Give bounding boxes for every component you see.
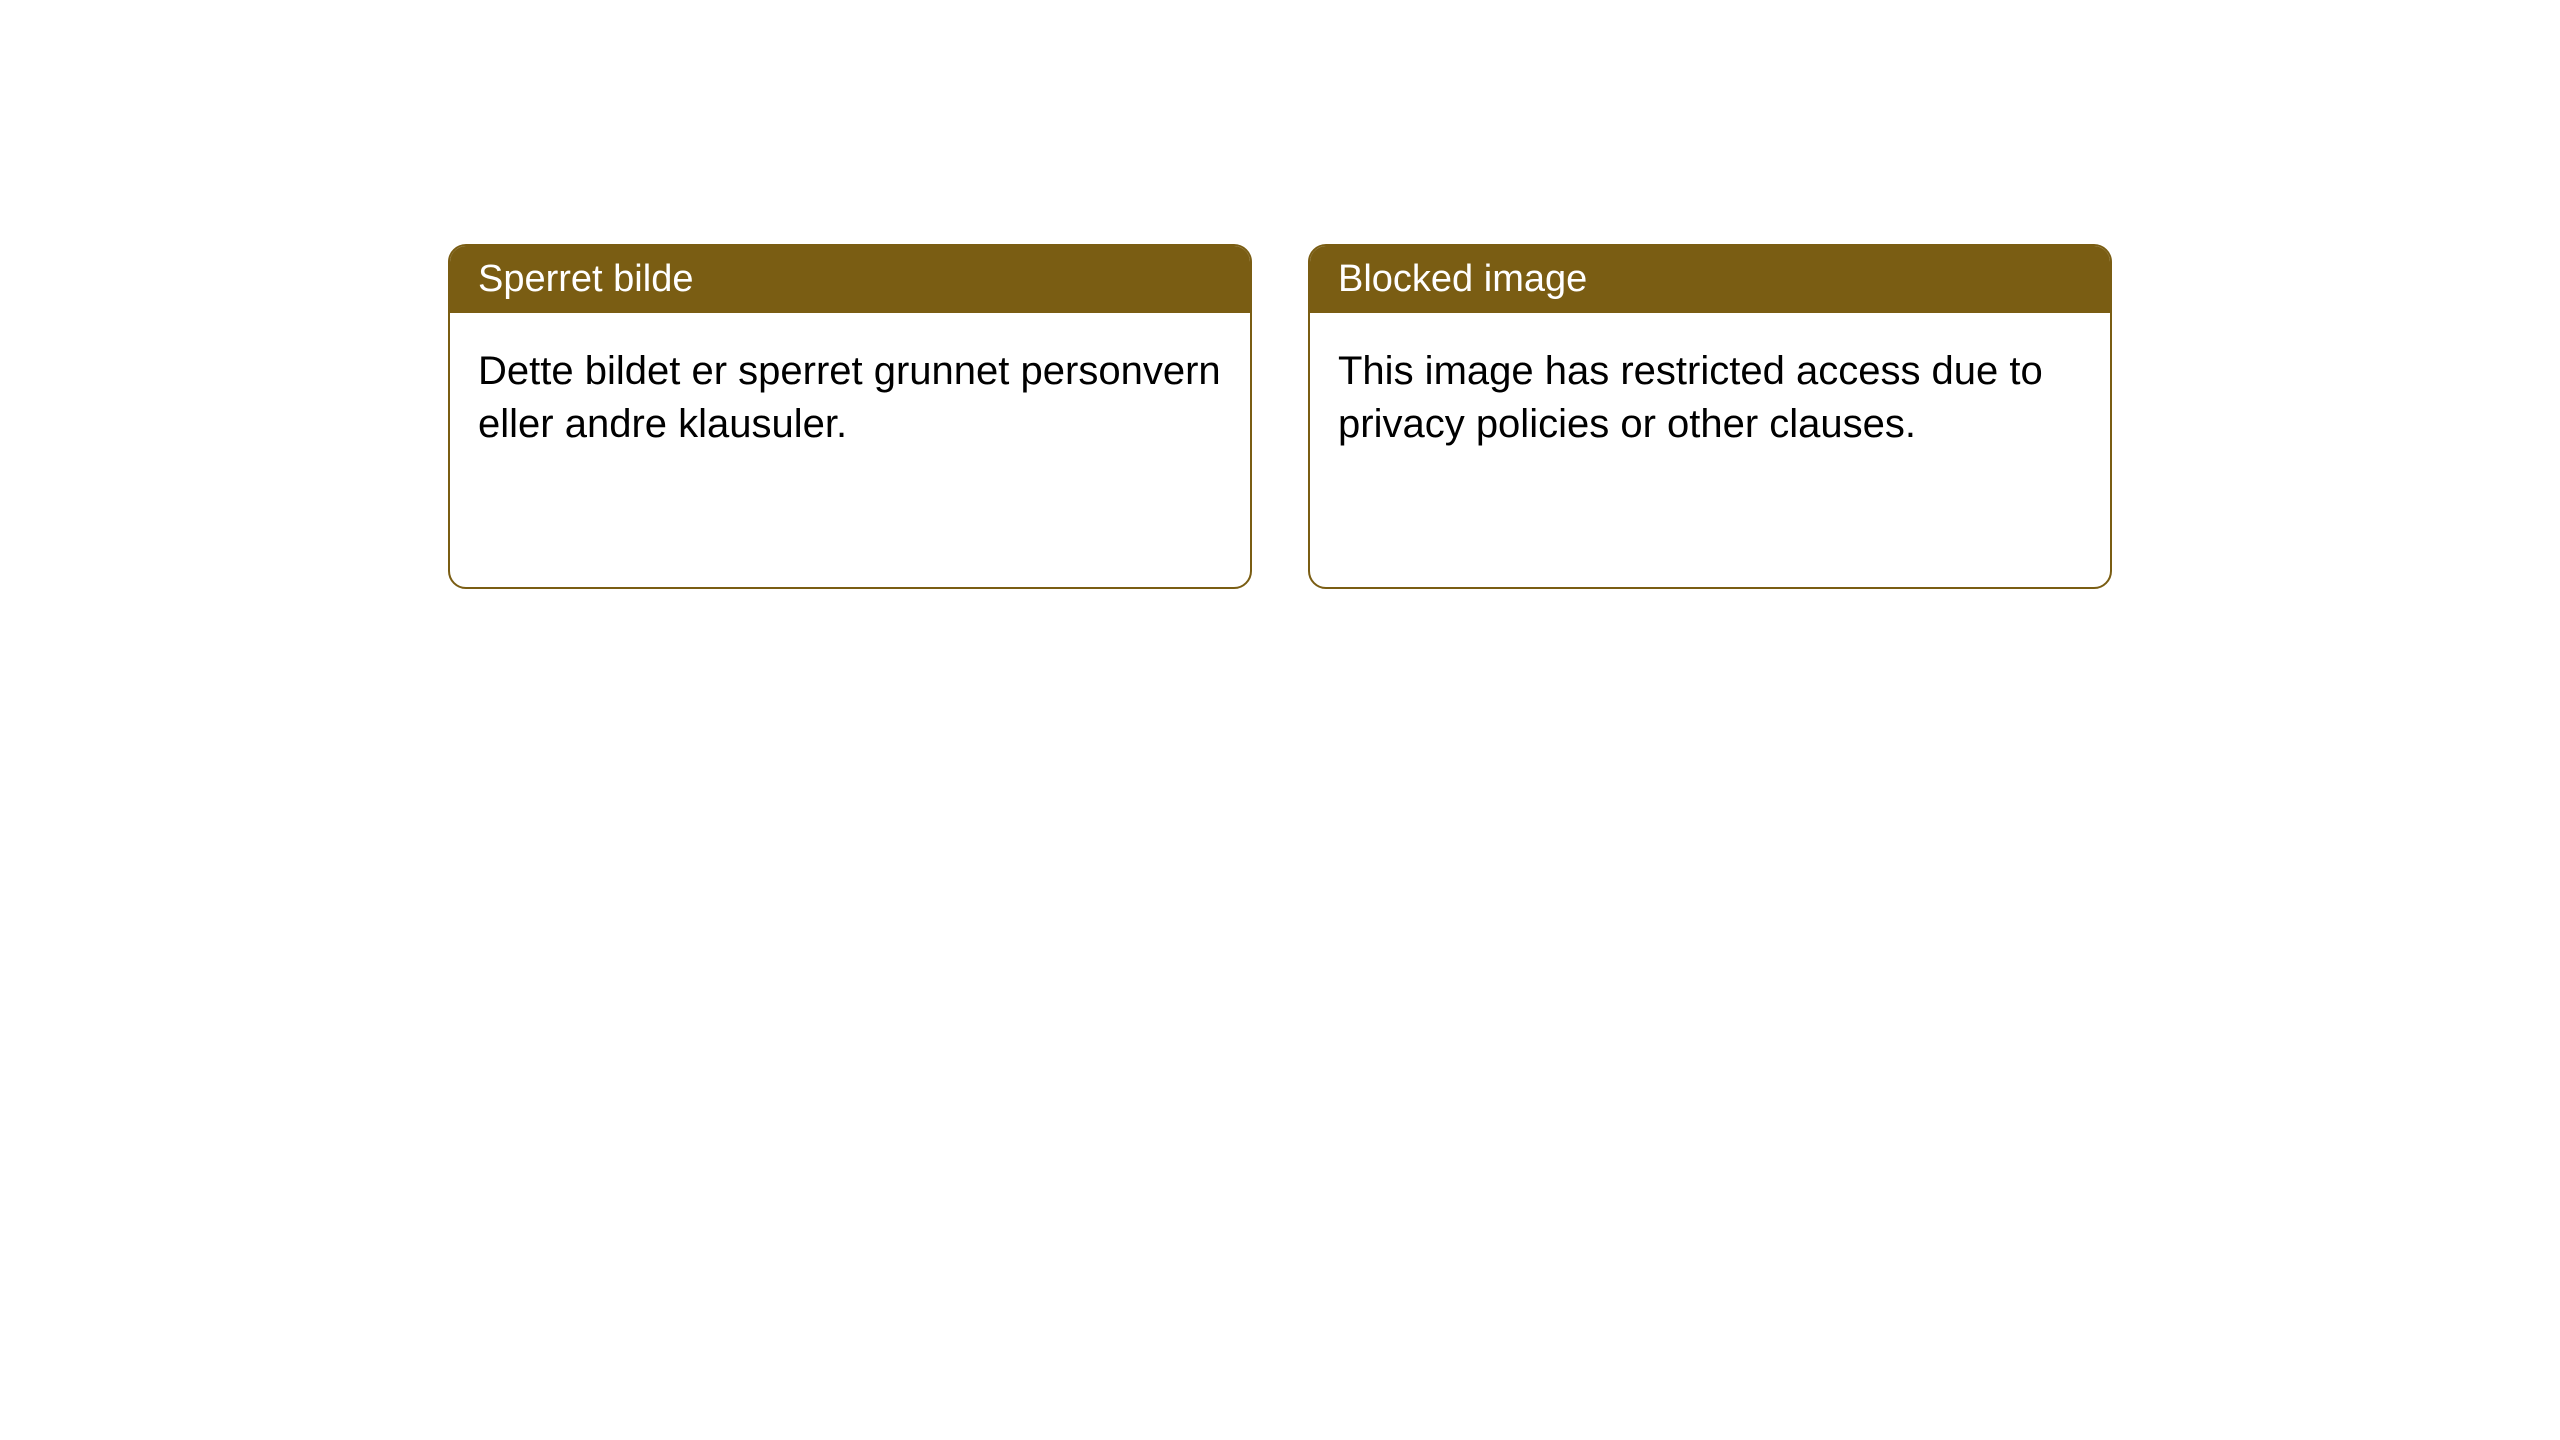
notice-container: Sperret bilde Dette bildet er sperret gr… [0,0,2560,589]
notice-title: Sperret bilde [478,258,693,300]
notice-message: This image has restricted access due to … [1338,349,2043,446]
notice-body: This image has restricted access due to … [1310,313,2110,587]
notice-message: Dette bildet er sperret grunnet personve… [478,349,1221,446]
notice-card-norwegian: Sperret bilde Dette bildet er sperret gr… [448,244,1252,589]
notice-card-english: Blocked image This image has restricted … [1308,244,2112,589]
notice-header: Sperret bilde [450,246,1250,313]
notice-title: Blocked image [1338,258,1587,300]
notice-header: Blocked image [1310,246,2110,313]
notice-body: Dette bildet er sperret grunnet personve… [450,313,1250,587]
